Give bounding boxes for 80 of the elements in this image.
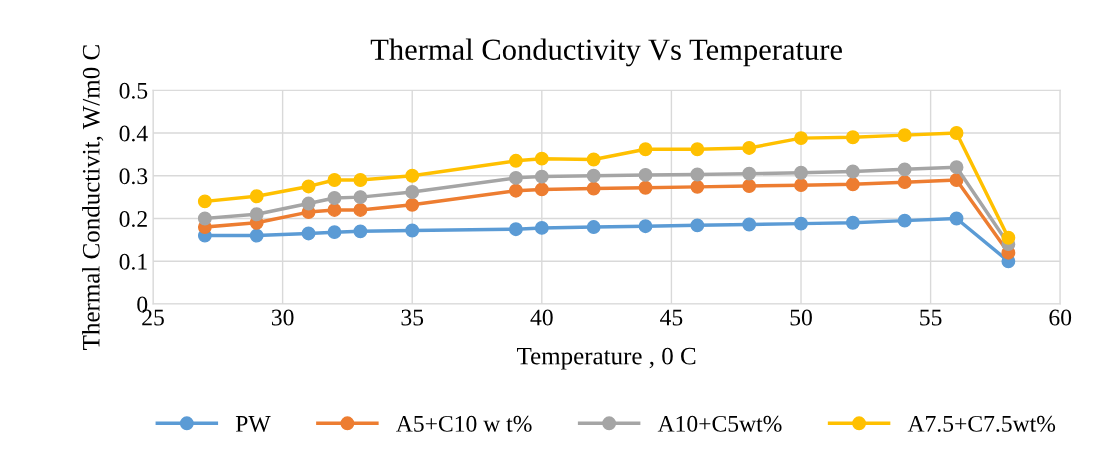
legend-label: A7.5+C7.5wt%: [907, 415, 1056, 432]
point: [197, 194, 212, 209]
point: [534, 151, 549, 166]
point: [742, 166, 757, 181]
point: [897, 162, 912, 177]
point: [301, 179, 316, 194]
y-tick-label: 0.2: [119, 210, 147, 228]
point: [690, 167, 705, 182]
x-tick-label: 30: [271, 309, 294, 326]
point: [638, 219, 653, 234]
point: [897, 213, 912, 228]
point: [742, 217, 757, 232]
point: [249, 207, 264, 222]
point: [249, 228, 264, 243]
point: [638, 180, 653, 195]
point: [794, 131, 808, 146]
point: [353, 224, 368, 239]
point: [586, 181, 601, 196]
x-tick-label: 40: [530, 309, 553, 326]
point: [353, 190, 368, 205]
point: [690, 179, 705, 194]
y-axis-title: Thermal Conductivit, W/m0 C: [82, 45, 104, 350]
point: [405, 197, 420, 212]
point: [405, 185, 420, 199]
point: [845, 177, 860, 192]
point: [586, 220, 601, 234]
point: [353, 173, 368, 187]
point: [327, 203, 342, 217]
y-tick-label: 0.1: [119, 253, 147, 270]
point: [897, 175, 912, 190]
point: [638, 167, 653, 182]
point: [897, 128, 912, 143]
point: [301, 226, 316, 241]
point: [794, 165, 808, 180]
y-tick-label: 0.5: [119, 82, 148, 99]
y-tick-label: 0.4: [119, 125, 148, 142]
point: [405, 223, 420, 238]
x-tick-label: 50: [790, 309, 812, 326]
legend-label: A5+C10 w t%: [396, 415, 532, 432]
point: [508, 183, 523, 198]
point: [353, 203, 368, 217]
point: [534, 182, 549, 197]
x-axis-title: Temperature , 0 C: [517, 347, 696, 370]
point: [949, 126, 964, 140]
point: [586, 152, 601, 167]
point: [690, 142, 705, 157]
point: [742, 141, 757, 155]
point: [327, 225, 342, 240]
point: [794, 216, 808, 231]
point: [845, 215, 860, 230]
point: [508, 170, 523, 185]
point: [949, 173, 964, 187]
x-tick-label: 60: [1049, 309, 1072, 326]
x-tick-label: 45: [660, 309, 683, 326]
point: [327, 191, 342, 205]
point: [742, 179, 757, 193]
point: [845, 130, 860, 145]
point: [249, 189, 264, 204]
point: [949, 211, 964, 226]
legend-label: PW: [235, 416, 271, 432]
x-tick-label: 35: [401, 309, 424, 326]
point: [197, 211, 212, 226]
point: [949, 160, 964, 175]
chart-title: Thermal Conductivity Vs Temperature: [370, 38, 842, 67]
point: [534, 220, 549, 235]
point: [327, 173, 342, 187]
point: [405, 168, 420, 183]
point: [1001, 230, 1016, 245]
point: [301, 196, 316, 211]
point: [690, 218, 705, 233]
point: [508, 153, 523, 168]
point: [794, 178, 808, 193]
point: [638, 142, 653, 157]
point: [586, 168, 601, 183]
point: [845, 164, 860, 179]
point: [534, 169, 549, 184]
y-tick-label: 0.3: [119, 168, 148, 185]
legend-label: A10+C5wt%: [657, 415, 782, 432]
point: [508, 222, 523, 237]
x-tick-label: 55: [920, 309, 942, 326]
